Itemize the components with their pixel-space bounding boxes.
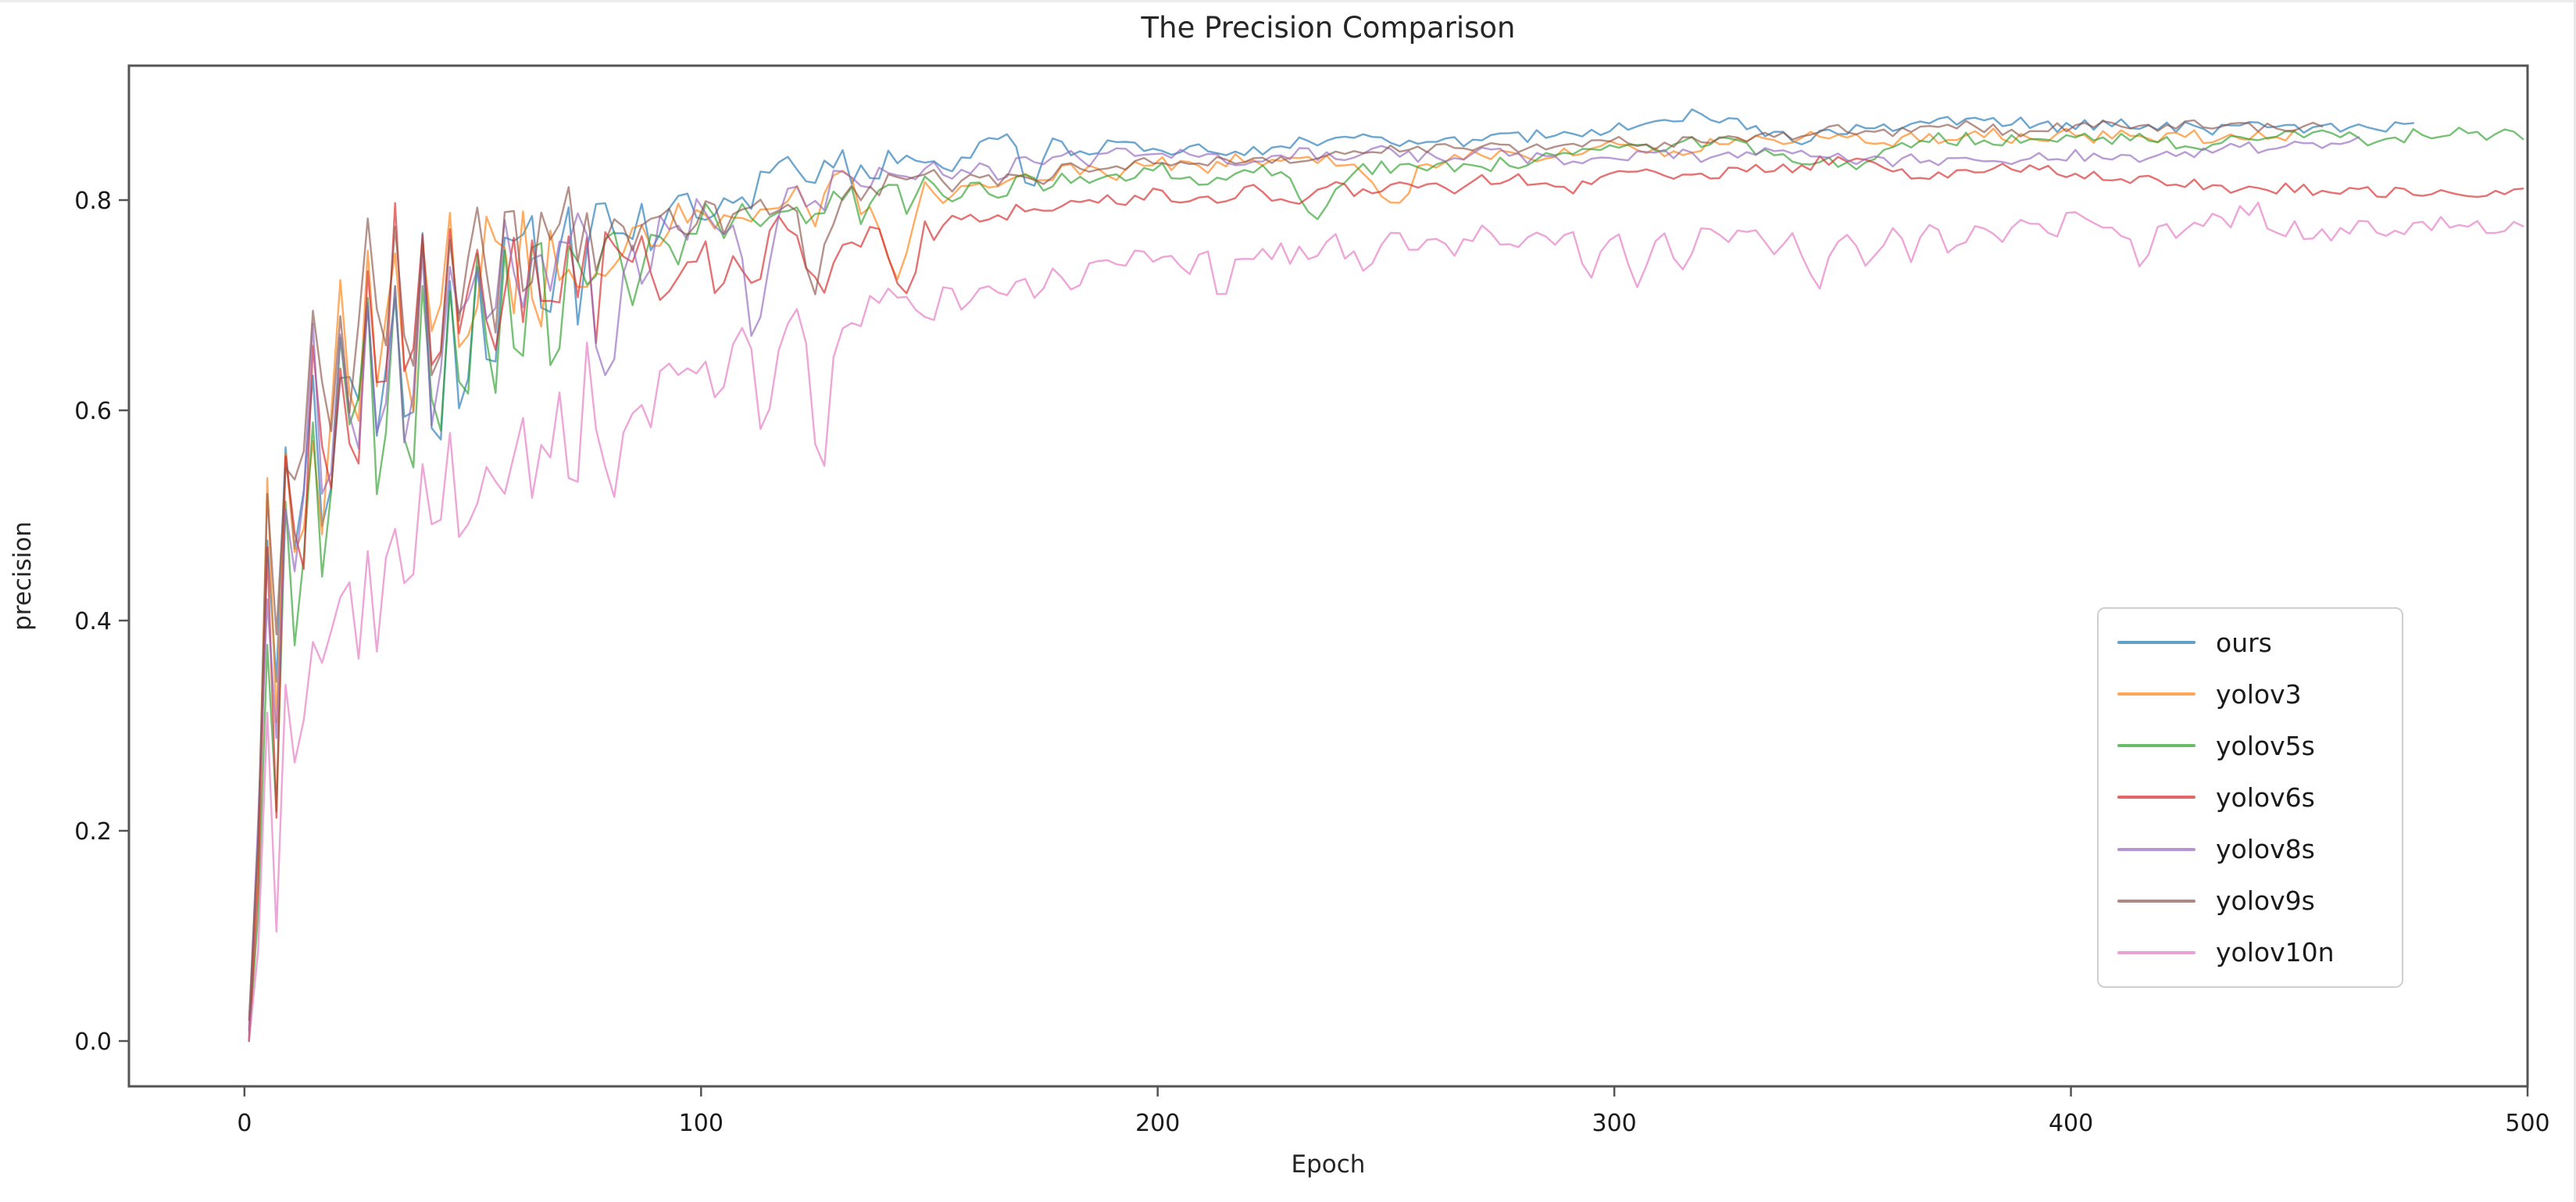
legend-entry: yolov3 (2117, 670, 2402, 718)
x-tick-label: 400 (2049, 1110, 2093, 1137)
legend-label: yolov10n (2216, 937, 2335, 968)
chart-title: The Precision Comparison (1141, 11, 1516, 45)
series-line-ours (248, 108, 2415, 1043)
legend-entry: yolov9s (2117, 877, 2402, 925)
legend-swatch-yolov9s (2117, 899, 2195, 903)
legend: ours yolov3 yolov5s yolov6s yolov8s yolov9s yo… (2097, 607, 2403, 988)
x-axis-label: Epoch (1291, 1150, 1366, 1179)
y-tick-label: 0.6 (74, 398, 112, 425)
series-line-yolov8s (248, 136, 2360, 1032)
legend-entry: ours (2117, 618, 2402, 667)
x-tick-label: 300 (1592, 1110, 1637, 1137)
page-right-edge (2574, 0, 2576, 1202)
y-tick-label: 0.2 (74, 818, 112, 846)
legend-entry: yolov10n (2117, 928, 2402, 977)
x-tick-label: 100 (679, 1110, 723, 1137)
legend-swatch-yolov5s (2117, 744, 2195, 748)
series-line-yolov5s (248, 127, 2524, 1043)
x-tick-label: 0 (237, 1110, 252, 1137)
x-tick-label: 500 (2505, 1110, 2549, 1137)
legend-entry: yolov6s (2117, 773, 2402, 821)
legend-swatch-yolov8s (2117, 847, 2195, 851)
plot-frame (127, 64, 2529, 1088)
legend-swatch-ours (2117, 641, 2195, 645)
series-line-yolov10n (248, 202, 2524, 1043)
y-tick-label: 0.0 (74, 1028, 112, 1056)
y-tick-label: 0.8 (74, 188, 112, 215)
legend-swatch-yolov10n (2117, 950, 2195, 954)
legend-entry: yolov8s (2117, 825, 2402, 874)
y-axis-label: precision (9, 521, 37, 631)
legend-label: yolov6s (2216, 782, 2315, 813)
legend-swatch-yolov3 (2117, 692, 2195, 696)
legend-label: yolov9s (2216, 885, 2315, 917)
page-top-edge (0, 0, 2576, 2)
y-tick-label: 0.4 (74, 608, 112, 635)
legend-label: yolov5s (2216, 730, 2315, 761)
legend-label: yolov8s (2216, 834, 2315, 865)
legend-entry: yolov5s (2117, 721, 2402, 770)
legend-label: ours (2216, 627, 2272, 658)
legend-label: yolov3 (2216, 678, 2302, 710)
x-tick-label: 200 (1135, 1110, 1180, 1137)
legend-swatch-yolov6s (2117, 796, 2195, 800)
series-line-yolov9s (248, 119, 2324, 1021)
